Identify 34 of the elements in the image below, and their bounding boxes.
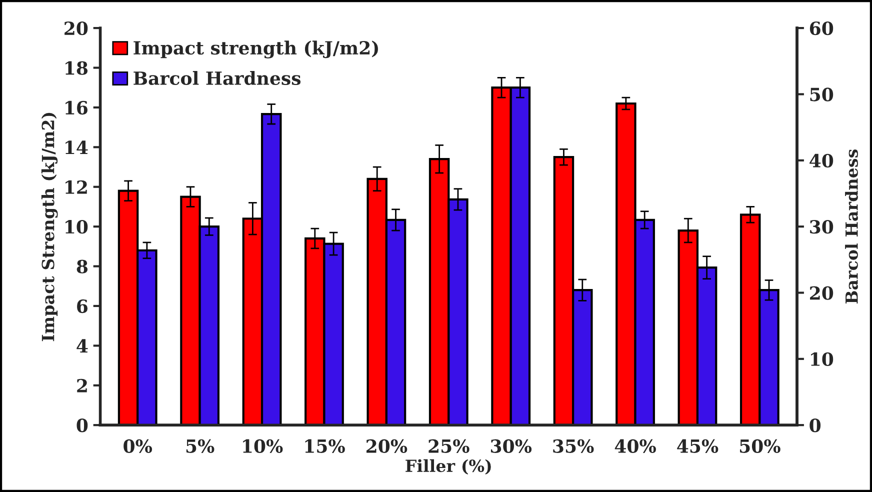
y-tick-label: 20 [64,22,88,36]
y-tick-label: 6 [77,299,88,314]
y-tick-label: 10 [66,220,88,234]
x-tick-label: 30% [490,439,532,453]
x-tick-label: 45% [677,439,718,453]
y2-tick-label: 50 [810,88,834,102]
y-tick-label: 18 [66,61,88,75]
y-tick-label: 4 [76,339,88,353]
y2-axis-title: Barcol Hardness [845,149,858,304]
y-tick-label: 0 [76,418,88,432]
y2-tick-label: 10 [811,352,834,366]
legend-label: Barcol Hardness [134,71,301,86]
y2-tick-label: 30 [810,220,834,234]
y-tick-label: 14 [66,140,88,154]
x-axis-title: Filler (%) [406,459,491,474]
y-tick-label: 8 [76,260,88,274]
x-tick-label: 20% [366,439,408,453]
y-tick-label: 16 [66,100,88,115]
x-tick-label: 40% [614,439,656,453]
x-tick-label: 0% [124,439,152,453]
x-tick-label: 5% [186,439,214,453]
y2-tick-label: 20 [810,286,834,300]
y2-tick-label: 60 [810,22,834,36]
y-axis-title: Impact Strength (kJ/m2) [41,112,58,342]
x-tick-label: 35% [553,439,594,453]
x-tick-label: 50% [740,439,780,453]
x-tick-label: 10% [243,439,283,453]
y-tick-label: 2 [77,378,87,392]
y-tick-label: 12 [66,180,87,194]
x-tick-label: 15% [305,439,345,453]
y2-tick-label: 0 [810,418,821,432]
legend-label: Impact strength (kJ/m2) [134,40,378,58]
x-tick-label: 25% [428,439,470,453]
y2-tick-label: 40 [810,154,834,168]
